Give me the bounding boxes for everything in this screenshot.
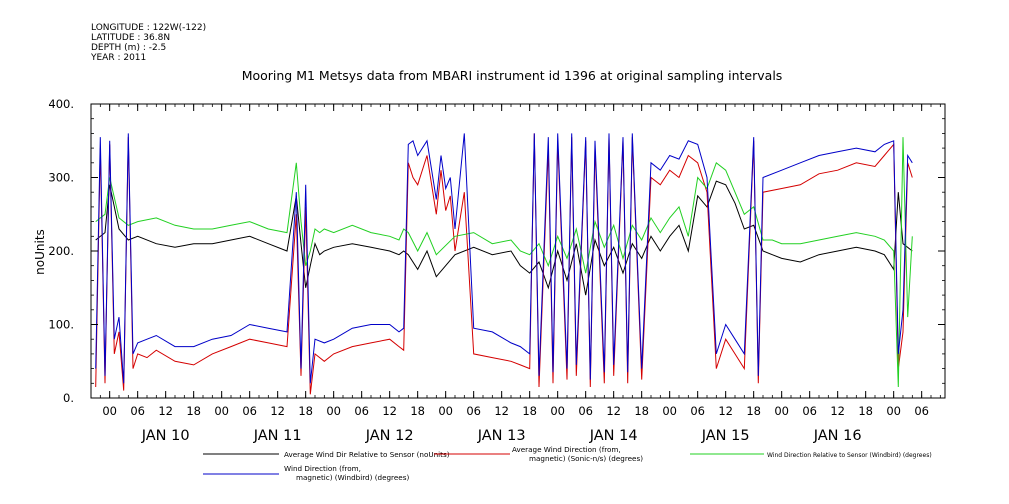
x-tick-label: 00 (438, 404, 453, 418)
x-tick-label: 18 (858, 404, 873, 418)
x-tick-label: 00 (102, 404, 117, 418)
x-tick-label: 06 (354, 404, 369, 418)
x-tick-label: 00 (774, 404, 789, 418)
x-tick-label: 06 (242, 404, 257, 418)
x-tick-label: 00 (550, 404, 565, 418)
x-tick-label: 00 (662, 404, 677, 418)
legend-label-relative-avg: Average Wind Dir Relative to Sensor (noU… (284, 450, 450, 459)
y-tick-label: 300. (48, 171, 74, 185)
x-tick-label: 18 (186, 404, 201, 418)
longitude-line: LONGITUDE : 122W(-122) (91, 23, 206, 33)
x-day-label: JAN 14 (589, 428, 638, 444)
legend-label-sonic-avg-line2: magnetic) (Sonic-n/s) (degrees) (529, 454, 643, 463)
x-tick-label: 00 (886, 404, 901, 418)
legend-label-sonic-avg: Average Wind Direction (from, magnetic) … (512, 445, 643, 463)
x-tick-label: 12 (718, 404, 733, 418)
x-tick-label: 18 (522, 404, 537, 418)
x-tick-label: 18 (634, 404, 649, 418)
y-tick-label: 0. (63, 391, 74, 405)
x-tick-label: 12 (158, 404, 173, 418)
y-axis-label: noUnits (33, 229, 47, 275)
x-tick-label: 06 (466, 404, 481, 418)
x-day-label: JAN 15 (701, 428, 750, 444)
y-tick-label: 400. (48, 97, 74, 111)
legend-label-windbird-relative: Wind Direction Relative to Sensor (Windb… (767, 452, 932, 459)
x-tick-label: 12 (494, 404, 509, 418)
x-day-label: JAN 11 (253, 428, 302, 444)
x-tick-label: 06 (914, 404, 929, 418)
legend-item-windbird-relative: Wind Direction Relative to Sensor (Windb… (690, 452, 932, 459)
y-tick-label: 200. (48, 244, 74, 258)
x-tick-label: 18 (410, 404, 425, 418)
x-day-label: JAN 10 (141, 428, 190, 444)
axis-layer: 00 06 12 18 00 06 12 18 00 06 12 18 00 06 12 18 00 06 12 18… (48, 97, 945, 444)
x-tick-label: 12 (606, 404, 621, 418)
x-tick-label: 06 (690, 404, 705, 418)
x-tick-label: 18 (746, 404, 761, 418)
legend-item-relative-avg: Average Wind Dir Relative to Sensor (noU… (203, 450, 450, 459)
y-tick-label: 100. (48, 318, 74, 332)
legend-label-windbird-from: Wind Direction (from, magnetic) (Windbir… (284, 464, 409, 482)
series-line-4 (95, 133, 913, 384)
latitude-line: LATITUDE : 36.8N (91, 33, 170, 43)
depth-line: DEPTH (m) : -2.5 (91, 43, 166, 53)
x-tick-label: 00 (214, 404, 229, 418)
legend-item-sonic-avg: Average Wind Direction (from, magnetic) … (434, 445, 643, 463)
series-layer (95, 133, 913, 395)
legend: Average Wind Dir Relative to Sensor (noU… (203, 445, 932, 482)
location-metadata: LONGITUDE : 122W(-122) LATITUDE : 36.8N … (90, 23, 206, 63)
legend-label-windbird-from-line1: Wind Direction (from, (284, 464, 361, 473)
plot-frame (90, 103, 946, 399)
x-tick-label: 00 (326, 404, 341, 418)
x-tick-label: 06 (130, 404, 145, 418)
legend-label-windbird-from-line2: magnetic) (Windbird) (degrees) (296, 473, 409, 482)
x-tick-label: 12 (382, 404, 397, 418)
x-day-label: JAN 13 (477, 428, 526, 444)
x-tick-label: 06 (802, 404, 817, 418)
series-line-1 (95, 180, 913, 296)
x-day-label: JAN 12 (365, 428, 414, 444)
chart-title: Mooring M1 Metsys data from MBARI instru… (242, 68, 783, 83)
x-day-label: JAN 16 (813, 428, 862, 444)
x-tick-label: 18 (298, 404, 313, 418)
series-line-2 (95, 133, 913, 395)
x-tick-label: 12 (270, 404, 285, 418)
legend-label-sonic-avg-line1: Average Wind Direction (from, (512, 445, 621, 454)
series-line-3 (95, 137, 913, 388)
x-tick-label: 06 (578, 404, 593, 418)
year-line: YEAR : 2011 (90, 53, 146, 63)
legend-item-windbird-from: Wind Direction (from, magnetic) (Windbir… (203, 464, 409, 482)
x-tick-label: 12 (830, 404, 845, 418)
